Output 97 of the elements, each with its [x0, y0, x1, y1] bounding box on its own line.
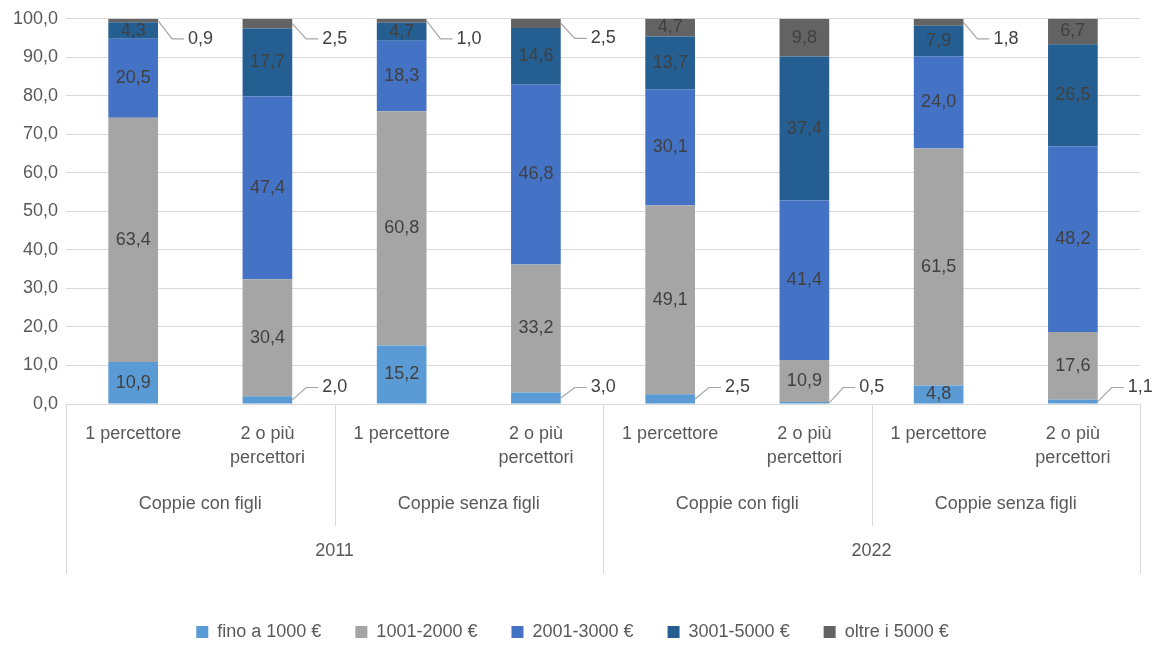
data-label: 7,9: [926, 29, 952, 50]
y-tick-label: 80,0: [23, 84, 59, 105]
y-tick-label: 90,0: [23, 46, 59, 67]
data-label: 2,0: [322, 376, 348, 397]
text: 2011: [315, 539, 354, 560]
data-label: 1,1: [1127, 376, 1153, 397]
data-label: 61,5: [921, 256, 957, 277]
bar: [108, 117, 158, 363]
legend-label: fino a 1000 €: [217, 620, 322, 641]
text: Coppie con figli: [138, 492, 262, 513]
data-label: 2,5: [322, 27, 348, 48]
legend-label: 1001-2000 €: [376, 620, 478, 641]
data-label: 30,4: [249, 326, 285, 347]
text: Coppie con figli: [675, 492, 799, 513]
data-label: 2,5: [724, 376, 751, 397]
bar: [242, 396, 293, 404]
y-tick-label: 30,0: [23, 277, 59, 298]
data-label: 4,7: [389, 20, 415, 41]
data-label: 10,9: [786, 370, 822, 391]
data-label: 15,2: [384, 363, 420, 384]
data-label: 0,9: [188, 27, 214, 48]
bar: [242, 96, 293, 280]
data-label: 17,7: [249, 51, 285, 72]
data-label: 37,4: [786, 117, 822, 138]
data-label: 48,2: [1055, 228, 1091, 249]
data-label: 18,3: [384, 64, 420, 85]
data-label: 17,6: [1055, 354, 1091, 375]
x-tick-label: 2 o più percettori: [229, 422, 305, 467]
data-label: 4,8: [926, 383, 952, 404]
x-tick-label: 2 o più percettori: [766, 422, 842, 467]
y-tick-label: 40,0: [23, 238, 59, 259]
data-label: 47,4: [249, 176, 285, 197]
bar: [242, 279, 293, 397]
data-label: 60,8: [384, 217, 420, 238]
text: Coppie senza figli: [934, 492, 1077, 513]
bar: [376, 345, 427, 404]
data-label: 33,2: [518, 317, 554, 338]
text: 2022: [851, 539, 892, 560]
data-label: 13,7: [652, 51, 688, 72]
y-tick-label: 70,0: [23, 123, 59, 144]
legend-label: oltre i 5000 €: [844, 620, 949, 641]
bar: [1048, 399, 1098, 404]
text: Coppie senza figli: [397, 492, 540, 513]
x-tick-label: 1 percettore: [85, 422, 182, 443]
data-label: 24,0: [921, 91, 957, 112]
bar: [511, 392, 561, 404]
bar: [108, 362, 158, 404]
data-label: 4,3: [120, 19, 146, 40]
bar: [913, 148, 964, 386]
data-label: 41,4: [786, 269, 822, 290]
bar: [913, 56, 964, 149]
bar: [1048, 44, 1098, 147]
bar: [511, 264, 561, 393]
bar: [511, 84, 561, 265]
bar: [913, 18, 964, 26]
data-label: 46,8: [518, 163, 554, 184]
y-tick-label: 60,0: [23, 161, 59, 182]
x-tick-label: 2 o più percettori: [1035, 422, 1111, 467]
data-label: 3,0: [590, 376, 616, 397]
bar: [376, 40, 427, 112]
bar: [779, 56, 830, 201]
data-label: 1,0: [456, 27, 482, 48]
y-tick-label: 0,0: [33, 392, 59, 413]
data-label: 20,5: [115, 67, 151, 88]
y-tick-label: 10,0: [23, 354, 59, 375]
x-tick-label: 1 percettore: [890, 422, 987, 443]
bar: [108, 38, 158, 118]
data-label: 14,6: [518, 45, 554, 66]
bar: [376, 18, 427, 23]
legend-label: 2001-3000 €: [532, 620, 634, 641]
data-label: 49,1: [652, 288, 688, 309]
bar: [779, 18, 830, 57]
bar: [511, 18, 561, 29]
x-tick-label: 1 percettore: [353, 422, 450, 443]
bar: [242, 28, 293, 97]
data-label: 0,5: [859, 376, 885, 397]
y-tick-label: 100,0: [13, 7, 59, 28]
bar: [1048, 146, 1098, 332]
bar: [645, 36, 695, 90]
legend-label: 3001-5000 €: [688, 620, 790, 641]
bar: [645, 394, 695, 404]
bar: [242, 18, 293, 29]
x-tick-label: 1 percettore: [622, 422, 719, 443]
bar: [376, 111, 427, 346]
data-label: 26,5: [1055, 84, 1091, 105]
data-label: 30,1: [652, 136, 688, 157]
data-label: 2,5: [590, 27, 616, 48]
x-tick-label: 2 o più percettori: [498, 422, 574, 467]
y-tick-label: 50,0: [23, 200, 59, 221]
data-label: 10,9: [115, 371, 151, 392]
bar: [645, 89, 695, 206]
data-label: 1,8: [993, 27, 1019, 48]
data-label: 63,4: [115, 228, 151, 249]
y-tick-label: 20,0: [23, 315, 59, 336]
bar: [645, 205, 695, 395]
bar: [779, 200, 830, 361]
bar: [511, 28, 561, 85]
